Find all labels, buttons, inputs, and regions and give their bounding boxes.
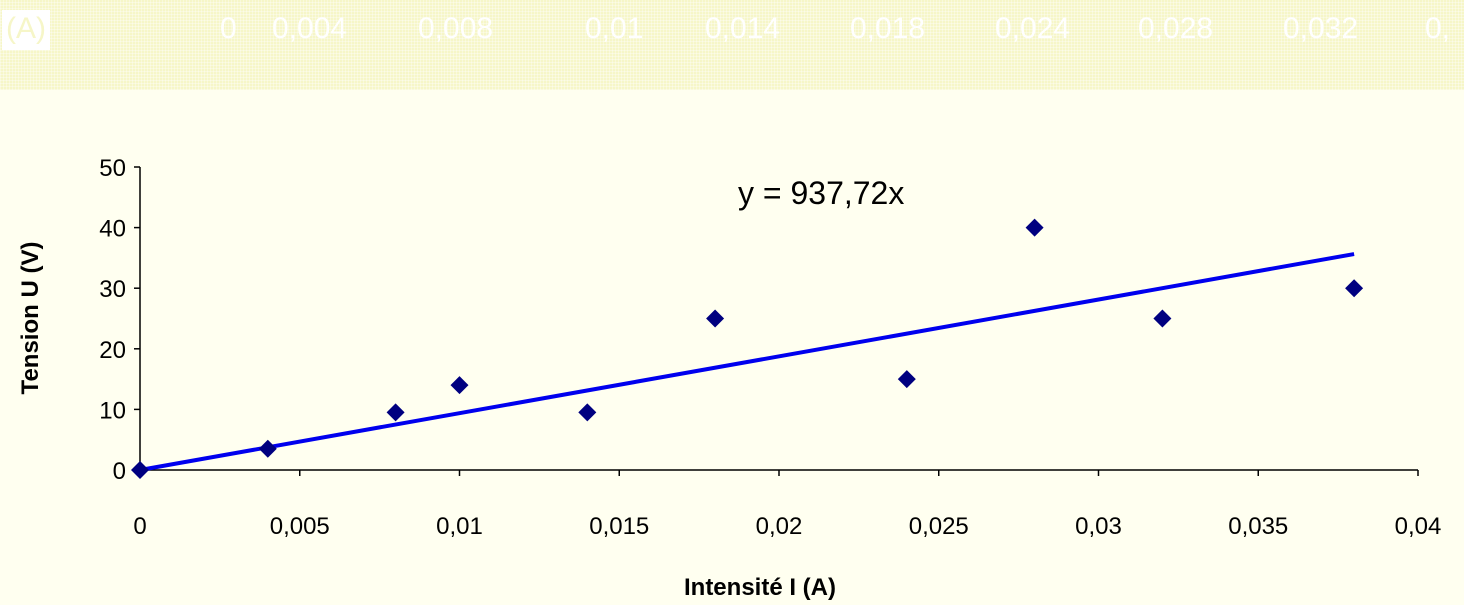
trendline-equation: y = 937,72x [738, 175, 904, 211]
trendline-group [139, 252, 1355, 472]
data-point [706, 309, 725, 328]
data-point [897, 370, 916, 389]
data-point [450, 376, 469, 395]
x-axis-title: Intensité I (A) [684, 574, 836, 601]
x-tick-label: 0,005 [270, 513, 330, 540]
y-tick-label: 10 [99, 397, 126, 424]
x-tick-label: 0,04 [1395, 513, 1442, 540]
table-unit-label: (A) [2, 10, 50, 50]
y-tick-label: 50 [99, 155, 126, 182]
y-axis-title: Tension U (V) [17, 242, 44, 395]
chart-axes: 0 10 20 30 40 50 0 0,005 0,01 0,015 0,02 0,025 0,03 0… [99, 155, 1441, 540]
x-tick-label: 0 [133, 513, 146, 540]
table-value-cell: 0,024 [995, 12, 1071, 45]
data-points [131, 218, 1364, 479]
y-tick-label: 0 [113, 458, 126, 485]
trendline [139, 252, 1355, 472]
table-value-cell: 0,008 [418, 12, 494, 45]
x-tick-label: 0,01 [436, 513, 483, 540]
table-value-cell: 0,028 [1138, 12, 1214, 45]
data-point [1025, 218, 1044, 237]
y-tick-label: 40 [99, 216, 126, 243]
table-value-cell: 0,004 [272, 12, 348, 45]
data-table-band: (A) 0 0,004 0,008 0,01 0,014 0,018 0,024… [0, 0, 1464, 90]
x-tick-label: 0,03 [1075, 513, 1122, 540]
data-point [386, 403, 405, 422]
table-value-cell: 0,018 [850, 12, 926, 45]
data-point [1345, 279, 1364, 298]
x-tick-label: 0,035 [1228, 513, 1288, 540]
data-point [131, 461, 149, 479]
table-value-cell: 0,01 [585, 12, 644, 45]
table-value-cell: 0,014 [705, 12, 781, 45]
y-tick-label: 30 [99, 276, 126, 303]
y-tick-label: 20 [99, 337, 126, 364]
x-tick-label: 0,015 [589, 513, 649, 540]
data-point [1153, 309, 1172, 328]
x-tick-label: 0,02 [756, 513, 803, 540]
table-value-cell: 0,032 [1283, 12, 1359, 45]
x-tick-label: 0,025 [909, 513, 969, 540]
data-point [578, 403, 597, 422]
table-value-cell: 0, [1425, 12, 1451, 45]
table-value-cell: 0 [220, 12, 237, 45]
data-point [258, 439, 277, 458]
